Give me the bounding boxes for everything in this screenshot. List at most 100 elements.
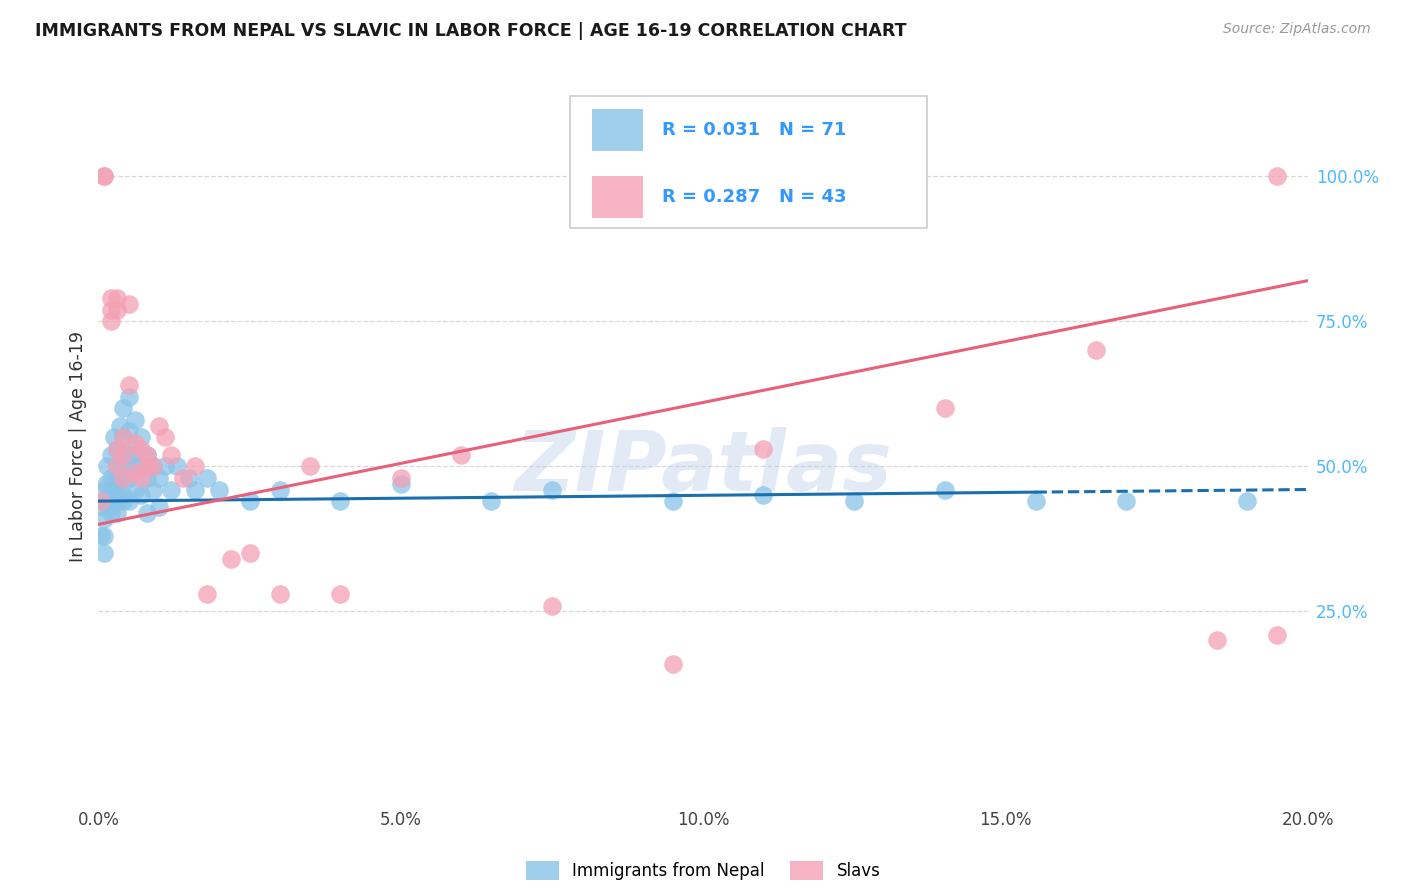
Point bbox=[111, 494, 134, 508]
Point bbox=[329, 587, 352, 601]
Point bbox=[148, 418, 170, 433]
Point bbox=[135, 471, 157, 485]
FancyBboxPatch shape bbox=[569, 96, 927, 228]
Point bbox=[299, 459, 322, 474]
FancyBboxPatch shape bbox=[592, 176, 643, 218]
Point bbox=[103, 430, 125, 444]
Point bbox=[269, 587, 291, 601]
Point bbox=[100, 302, 122, 317]
Point bbox=[142, 459, 165, 474]
Point bbox=[108, 418, 131, 433]
Point bbox=[450, 448, 472, 462]
Point bbox=[105, 471, 128, 485]
Point bbox=[118, 471, 141, 485]
Point bbox=[129, 459, 152, 474]
Point bbox=[752, 488, 775, 502]
Point bbox=[111, 430, 134, 444]
Point bbox=[100, 314, 122, 328]
Point bbox=[94, 476, 117, 491]
Point bbox=[93, 169, 115, 184]
Point bbox=[124, 442, 146, 456]
Point bbox=[105, 506, 128, 520]
Point bbox=[153, 430, 176, 444]
Point bbox=[124, 465, 146, 479]
Point bbox=[105, 459, 128, 474]
Point bbox=[93, 483, 115, 497]
Point bbox=[153, 459, 176, 474]
Point bbox=[195, 471, 218, 485]
Point bbox=[1024, 494, 1046, 508]
Point bbox=[111, 488, 134, 502]
Point bbox=[105, 442, 128, 456]
Point bbox=[540, 483, 562, 497]
Point bbox=[118, 390, 141, 404]
Text: ZIPatlas: ZIPatlas bbox=[515, 427, 891, 508]
Text: R = 0.031   N = 71: R = 0.031 N = 71 bbox=[662, 121, 846, 139]
Point bbox=[93, 494, 115, 508]
Point bbox=[1115, 494, 1137, 508]
Point bbox=[142, 483, 165, 497]
Point bbox=[100, 506, 122, 520]
Point bbox=[129, 471, 152, 485]
Point bbox=[662, 494, 685, 508]
FancyBboxPatch shape bbox=[592, 109, 643, 152]
Point bbox=[540, 599, 562, 613]
Point bbox=[93, 529, 115, 543]
Text: R = 0.287   N = 43: R = 0.287 N = 43 bbox=[662, 187, 846, 205]
Point bbox=[662, 657, 685, 671]
Point bbox=[129, 442, 152, 456]
Point bbox=[166, 459, 188, 474]
Point bbox=[93, 169, 115, 184]
Point bbox=[752, 442, 775, 456]
Point bbox=[184, 459, 207, 474]
Point bbox=[179, 471, 201, 485]
Point bbox=[111, 448, 134, 462]
Point bbox=[90, 529, 112, 543]
Point bbox=[118, 378, 141, 392]
Point bbox=[111, 471, 134, 485]
Point bbox=[111, 459, 134, 474]
Point bbox=[1206, 633, 1229, 648]
Text: IMMIGRANTS FROM NEPAL VS SLAVIC IN LABOR FORCE | AGE 16-19 CORRELATION CHART: IMMIGRANTS FROM NEPAL VS SLAVIC IN LABOR… bbox=[35, 22, 907, 40]
Point bbox=[118, 425, 141, 439]
Point bbox=[389, 476, 412, 491]
Point bbox=[100, 291, 122, 305]
Point bbox=[124, 459, 146, 474]
Point bbox=[105, 471, 128, 485]
Point bbox=[105, 442, 128, 456]
Point bbox=[160, 448, 183, 462]
Point bbox=[221, 552, 243, 566]
Point bbox=[269, 483, 291, 497]
Point bbox=[160, 483, 183, 497]
Point bbox=[111, 430, 134, 444]
Point bbox=[135, 506, 157, 520]
Point bbox=[100, 494, 122, 508]
Legend: Immigrants from Nepal, Slavs: Immigrants from Nepal, Slavs bbox=[526, 861, 880, 880]
Point bbox=[118, 494, 141, 508]
Point bbox=[148, 500, 170, 514]
Point bbox=[934, 401, 956, 416]
Point bbox=[93, 546, 115, 560]
Point bbox=[135, 448, 157, 462]
Point bbox=[96, 459, 118, 474]
Point bbox=[148, 471, 170, 485]
Point bbox=[129, 488, 152, 502]
Point bbox=[90, 494, 112, 508]
Point bbox=[135, 448, 157, 462]
Point bbox=[111, 448, 134, 462]
Point bbox=[1267, 169, 1289, 184]
Point bbox=[184, 483, 207, 497]
Y-axis label: In Labor Force | Age 16-19: In Labor Force | Age 16-19 bbox=[69, 331, 87, 561]
Point bbox=[195, 587, 218, 601]
Point bbox=[111, 471, 134, 485]
Point bbox=[105, 494, 128, 508]
Point bbox=[135, 459, 157, 474]
Point bbox=[142, 459, 165, 474]
Point bbox=[100, 500, 122, 514]
Point bbox=[100, 471, 122, 485]
Point bbox=[1085, 343, 1108, 358]
Point bbox=[124, 483, 146, 497]
Point bbox=[91, 500, 114, 514]
Point bbox=[481, 494, 503, 508]
Point bbox=[118, 297, 141, 311]
